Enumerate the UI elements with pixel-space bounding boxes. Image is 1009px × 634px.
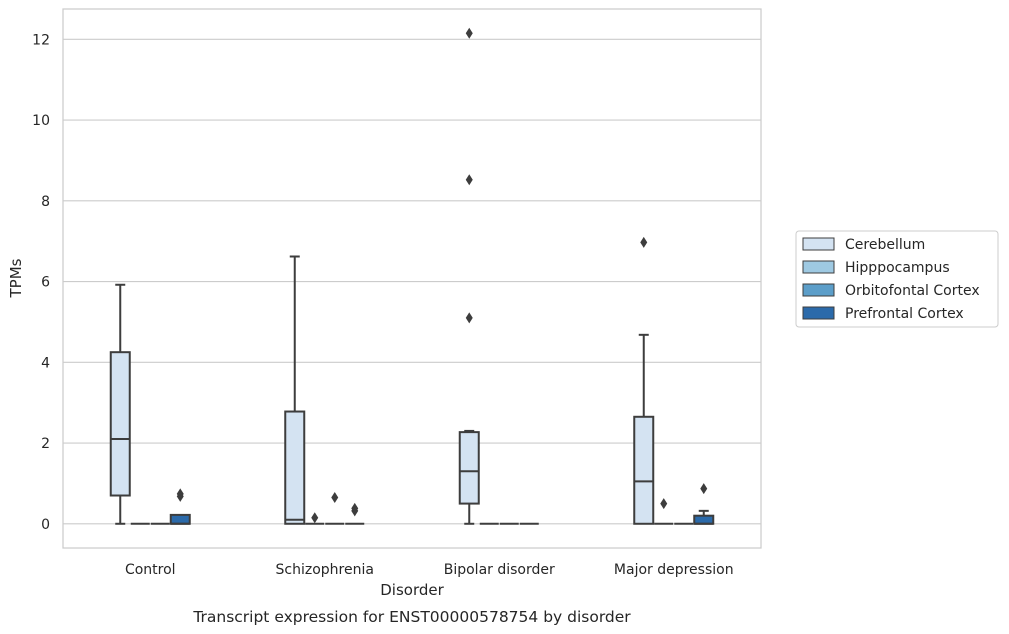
y-tick-label: 2 bbox=[41, 436, 50, 452]
outlier-point bbox=[640, 236, 648, 248]
y-tick-labels: 0 2 4 6 8 10 12 bbox=[32, 32, 50, 532]
box-prefrontal-cortex bbox=[693, 483, 715, 525]
y-tick-label: 8 bbox=[41, 194, 50, 210]
x-tick-label: Bipolar disorder bbox=[444, 562, 555, 578]
y-tick-label: 0 bbox=[41, 517, 50, 533]
legend-label: Cerebellum bbox=[845, 237, 925, 253]
box-prefrontal-cortex bbox=[345, 502, 365, 525]
y-tick-label: 6 bbox=[41, 275, 50, 291]
box-iqr bbox=[284, 410, 306, 525]
box-orbitofontal-cortex bbox=[325, 492, 345, 525]
outlier-point bbox=[351, 502, 359, 514]
outlier-point bbox=[660, 498, 668, 510]
box-cerebellum bbox=[109, 283, 131, 525]
x-tick-label: Control bbox=[125, 562, 176, 578]
legend-swatch bbox=[802, 283, 835, 297]
box-prefrontal-cortex bbox=[169, 488, 191, 525]
x-tick-label: Schizophrenia bbox=[276, 562, 374, 578]
y-tick-label: 4 bbox=[41, 355, 50, 371]
x-tick-labels: Control Schizophrenia Bipolar disorder Majo… bbox=[125, 562, 734, 578]
y-gridlines bbox=[63, 38, 761, 525]
y-tick-label: 10 bbox=[32, 113, 50, 129]
y-axis-label: TPMs bbox=[7, 258, 25, 298]
x-tick-label: Major depression bbox=[614, 562, 734, 578]
box-iqr bbox=[109, 351, 131, 497]
box-iqr bbox=[458, 431, 480, 505]
outlier-point bbox=[465, 27, 473, 39]
outlier-point bbox=[465, 174, 473, 186]
outlier-point bbox=[176, 488, 184, 500]
box-cerebellum bbox=[458, 27, 480, 525]
box-series bbox=[109, 27, 715, 525]
legend-frame bbox=[795, 230, 999, 328]
chart-caption: Transcript expression for ENST0000057875… bbox=[192, 608, 631, 626]
legend-label: Orbitofontal Cortex bbox=[845, 283, 980, 299]
legend-swatch bbox=[802, 237, 835, 251]
box-cerebellum bbox=[284, 255, 306, 525]
box-hipppocampus bbox=[305, 512, 325, 525]
box-iqr bbox=[633, 415, 655, 525]
box-cerebellum bbox=[633, 236, 655, 525]
x-axis-label: Disorder bbox=[380, 581, 444, 599]
legend-swatch bbox=[802, 306, 835, 320]
legend-label: Hipppocampus bbox=[845, 260, 950, 276]
legend: Cerebellum Hipppocampus Orbitofontal Corte… bbox=[795, 230, 999, 328]
outlier-point bbox=[465, 312, 473, 324]
legend-swatch bbox=[802, 260, 835, 274]
box-iqr bbox=[169, 513, 191, 525]
legend-label: Prefrontal Cortex bbox=[845, 306, 964, 322]
box-iqr bbox=[693, 514, 715, 525]
plot-frame bbox=[62, 8, 762, 549]
box-hipppocampus bbox=[654, 498, 674, 525]
outlier-point bbox=[331, 492, 339, 504]
outlier-point bbox=[700, 483, 708, 495]
outlier-point bbox=[311, 512, 319, 524]
y-tick-label: 12 bbox=[32, 32, 50, 48]
